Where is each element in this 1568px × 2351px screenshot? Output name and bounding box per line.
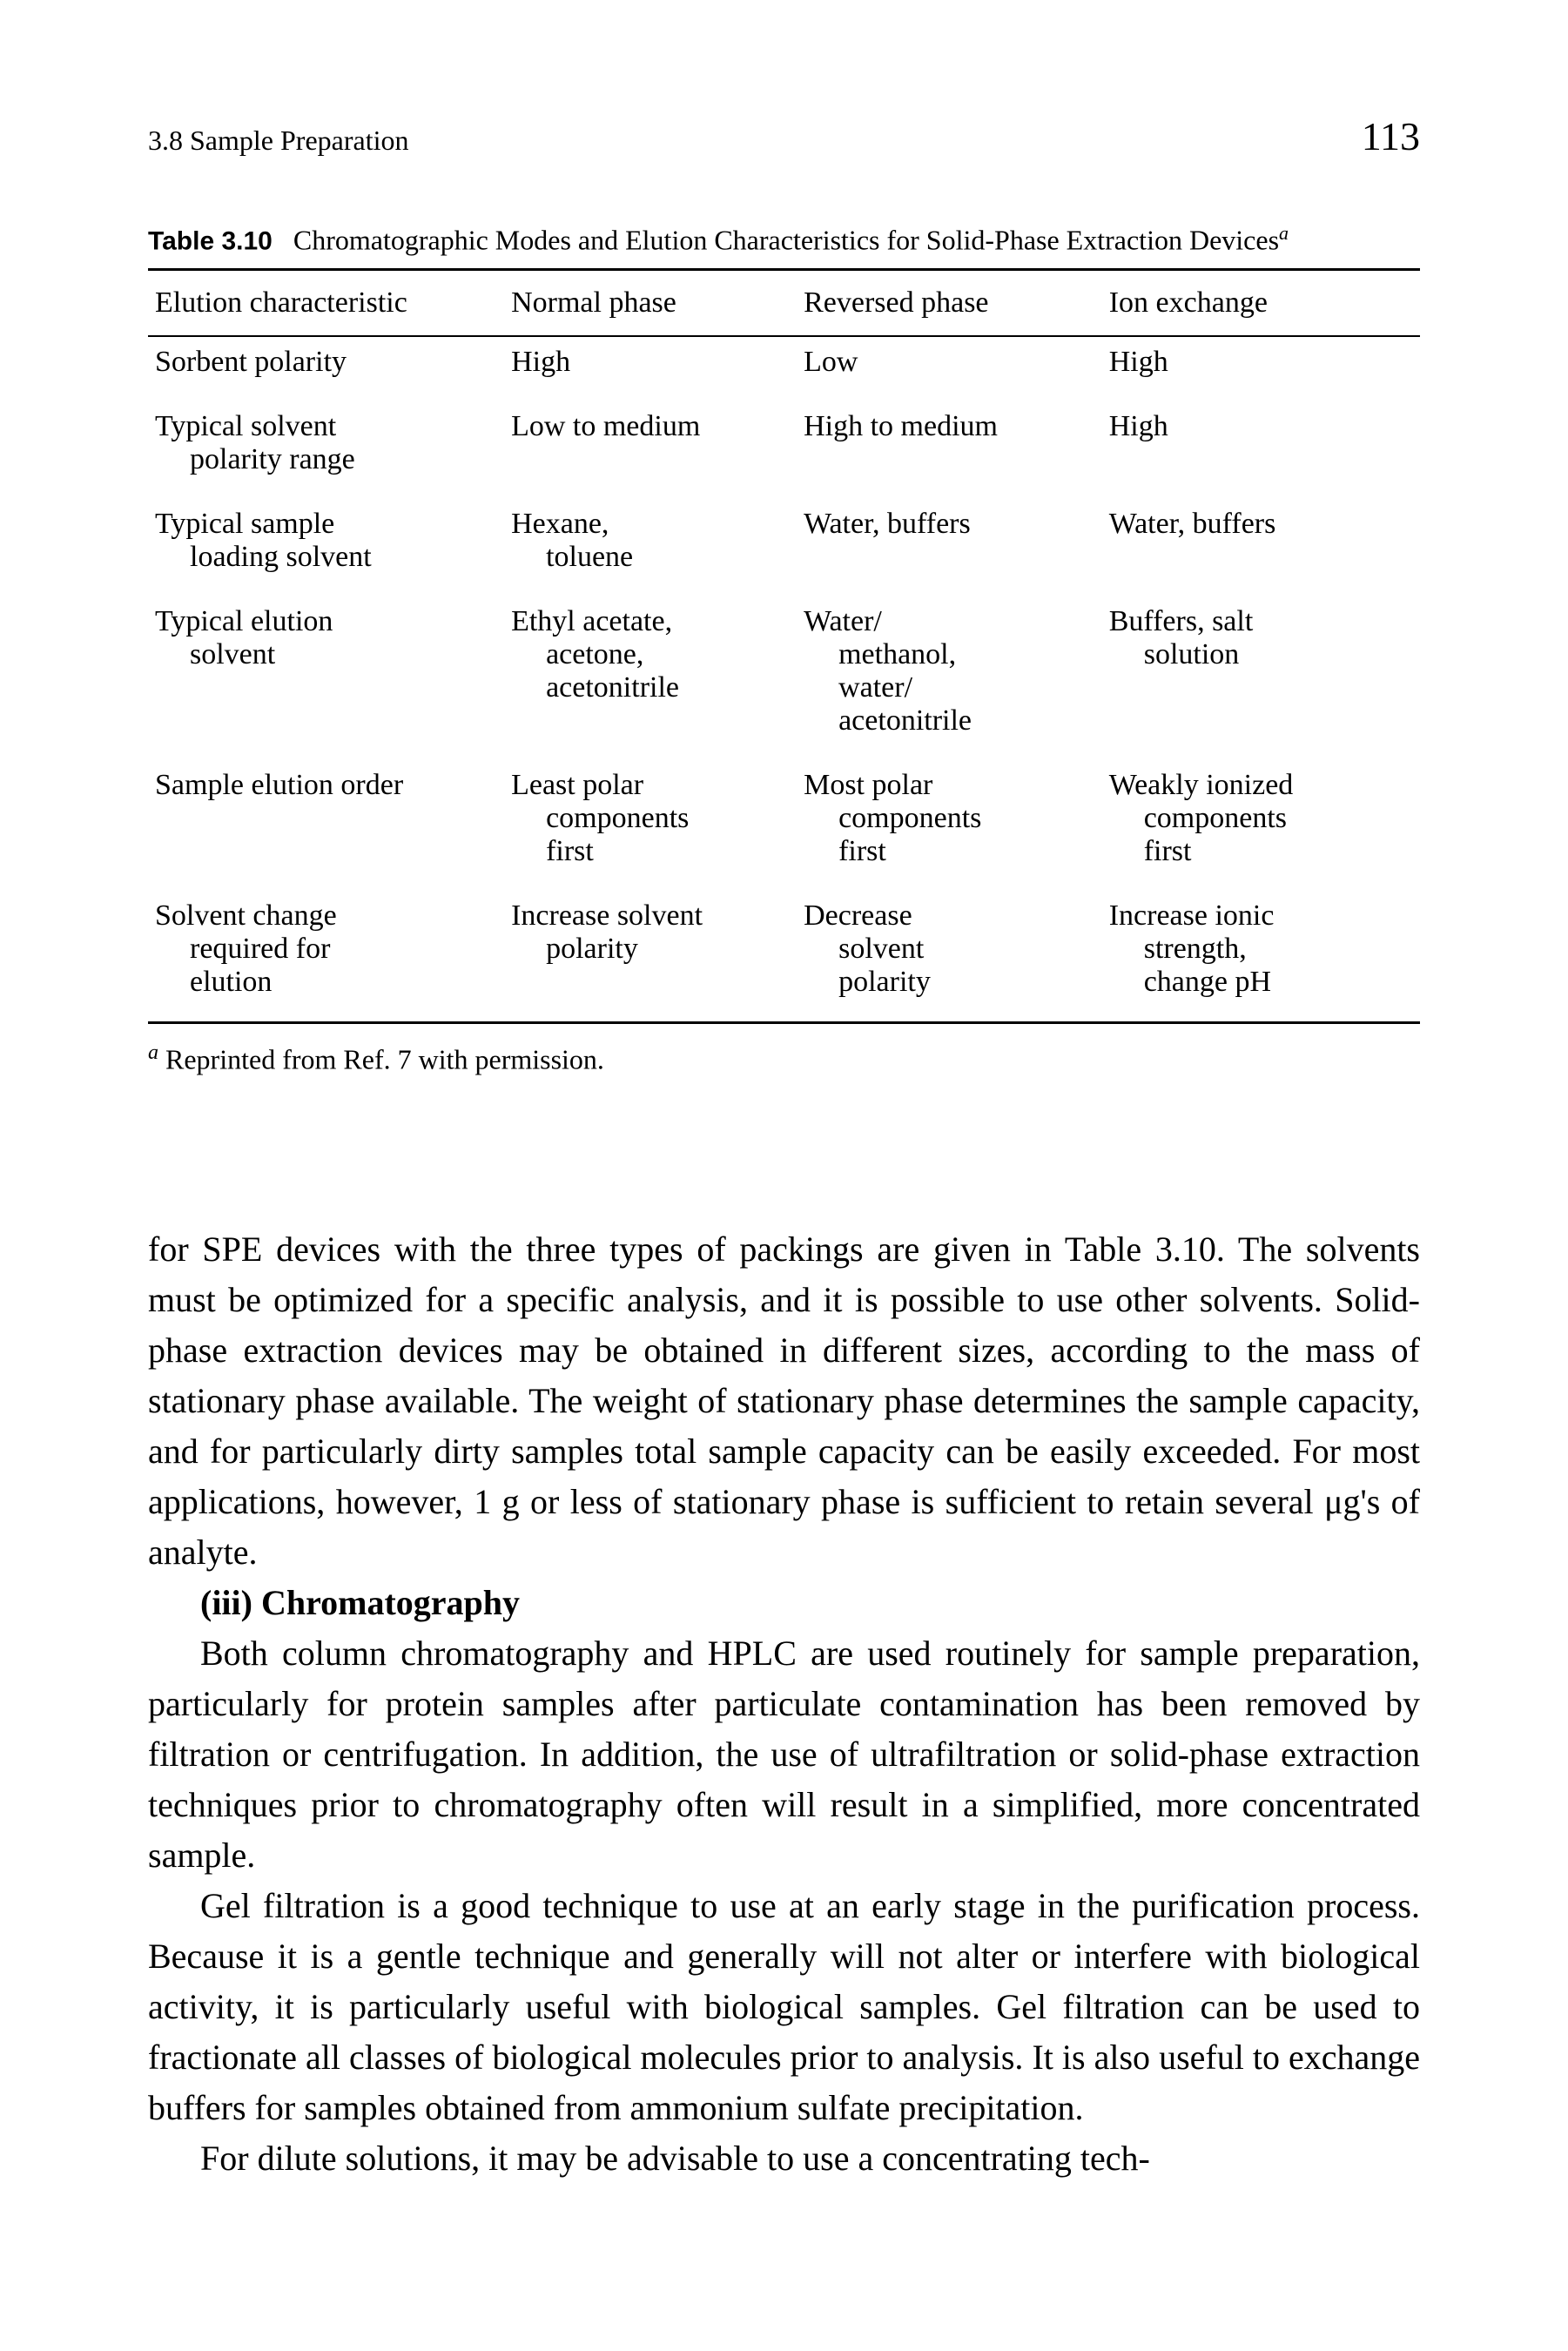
cell: Weakly ionized components first xyxy=(1102,760,1420,891)
cell-line: components xyxy=(1109,802,1413,835)
table-row: Sorbent polarity High Low High xyxy=(148,336,1420,401)
page: 3.8 Sample Preparation 113 Table 3.10 Ch… xyxy=(0,0,1568,2351)
cell-line: Most polar xyxy=(804,769,932,801)
cell-line: Buffers, salt xyxy=(1109,605,1254,637)
body-text: for SPE devices with the three types of … xyxy=(148,1224,1420,2184)
table-caption-text: Chromatographic Modes and Elution Charac… xyxy=(293,225,1279,256)
table-3-10: Elution characteristic Normal phase Reve… xyxy=(148,268,1420,1024)
cell: High to medium xyxy=(797,401,1102,499)
cell-line: components xyxy=(511,802,790,835)
cell-line: polarity xyxy=(804,966,1095,999)
table-footnote: a Reprinted from Ref. 7 with permission. xyxy=(148,1041,1420,1076)
cell-line: first xyxy=(511,835,790,868)
cell: Sample elution order xyxy=(148,760,504,891)
cell: Low xyxy=(797,336,1102,401)
cell: Most polar components first xyxy=(797,760,1102,891)
cell: Water, buffers xyxy=(1102,499,1420,596)
cell-line: required for xyxy=(155,933,497,966)
cell: Increase solvent polarity xyxy=(504,891,797,1023)
footnote-sup: a xyxy=(148,1041,158,1064)
cell: Water, buffers xyxy=(797,499,1102,596)
cell-line: solvent xyxy=(804,933,1095,966)
running-header: 3.8 Sample Preparation 113 xyxy=(148,113,1420,159)
table-row: Typical sample loading solvent Hexane, t… xyxy=(148,499,1420,596)
cell-line: acetone, xyxy=(511,638,790,671)
cell: Typical solvent polarity range xyxy=(148,401,504,499)
cell-line: Water/ xyxy=(804,605,882,637)
paragraph: For dilute solutions, it may be advisabl… xyxy=(148,2133,1420,2184)
footnote-text: Reprinted from Ref. 7 with permission. xyxy=(158,1044,604,1075)
header-section: 3.8 Sample Preparation xyxy=(148,125,408,157)
cell-line: first xyxy=(804,835,1095,868)
cell-line: polarity range xyxy=(155,443,497,476)
cell-line: methanol, xyxy=(804,638,1095,671)
cell-line: Increase ionic xyxy=(1109,899,1275,932)
table-caption-sup: a xyxy=(1279,222,1289,244)
cell: Increase ionic strength, change pH xyxy=(1102,891,1420,1023)
col-header: Elution characteristic xyxy=(148,270,504,337)
cell-line: strength, xyxy=(1109,933,1413,966)
cell: Buffers, salt solution xyxy=(1102,596,1420,760)
cell-line: first xyxy=(1109,835,1413,868)
cell-line: Solvent change xyxy=(155,899,337,932)
cell-line: elution xyxy=(155,966,497,999)
cell-line: solvent xyxy=(155,638,497,671)
cell-line: Ethyl acetate, xyxy=(511,605,672,637)
col-header: Ion exchange xyxy=(1102,270,1420,337)
cell-line: Typical solvent xyxy=(155,410,336,442)
cell-line: Hexane, xyxy=(511,508,609,540)
paragraph: Both column chromatography and HPLC are … xyxy=(148,1628,1420,1881)
cell: Decrease solvent polarity xyxy=(797,891,1102,1023)
col-header: Reversed phase xyxy=(797,270,1102,337)
cell-line: acetonitrile xyxy=(804,704,1095,738)
cell: Least polar components first xyxy=(504,760,797,891)
table-row: Typical elution solvent Ethyl acetate, a… xyxy=(148,596,1420,760)
cell: Sorbent polarity xyxy=(148,336,504,401)
table-row: Sample elution order Least polar compone… xyxy=(148,760,1420,891)
cell-line: change pH xyxy=(1109,966,1413,999)
table-row: Typical solvent polarity range Low to me… xyxy=(148,401,1420,499)
subheading: (iii) Chromatography xyxy=(148,1578,1420,1628)
cell: High xyxy=(504,336,797,401)
table-label: Table 3.10 xyxy=(148,227,273,256)
paragraph: for SPE devices with the three types of … xyxy=(148,1224,1420,1578)
cell-line: Decrease xyxy=(804,899,912,932)
cell-line: Typical sample xyxy=(155,508,334,540)
cell: Typical sample loading solvent xyxy=(148,499,504,596)
page-number: 113 xyxy=(1362,113,1420,159)
cell-line: loading solvent xyxy=(155,541,497,574)
cell: Hexane, toluene xyxy=(504,499,797,596)
cell-line: Typical elution xyxy=(155,605,333,637)
cell: Typical elution solvent xyxy=(148,596,504,760)
cell-line: components xyxy=(804,802,1095,835)
cell: Ethyl acetate, acetone, acetonitrile xyxy=(504,596,797,760)
cell-line: toluene xyxy=(511,541,790,574)
cell-line: Least polar xyxy=(511,769,643,801)
cell-line: polarity xyxy=(511,933,790,966)
cell: Solvent change required for elution xyxy=(148,891,504,1023)
col-header: Normal phase xyxy=(504,270,797,337)
cell-line: solution xyxy=(1109,638,1413,671)
cell-line: water/ xyxy=(804,671,1095,704)
cell-line: acetonitrile xyxy=(511,671,790,704)
table-header-row: Elution characteristic Normal phase Reve… xyxy=(148,270,1420,337)
cell-line: Weakly ionized xyxy=(1109,769,1294,801)
cell-line: Increase solvent xyxy=(511,899,703,932)
cell: High xyxy=(1102,401,1420,499)
paragraph: Gel filtration is a good technique to us… xyxy=(148,1881,1420,2133)
table-row: Solvent change required for elution Incr… xyxy=(148,891,1420,1023)
table-caption: Table 3.10 Chromatographic Modes and Elu… xyxy=(148,220,1420,259)
cell: Water/ methanol, water/ acetonitrile xyxy=(797,596,1102,760)
cell: High xyxy=(1102,336,1420,401)
cell: Low to medium xyxy=(504,401,797,499)
